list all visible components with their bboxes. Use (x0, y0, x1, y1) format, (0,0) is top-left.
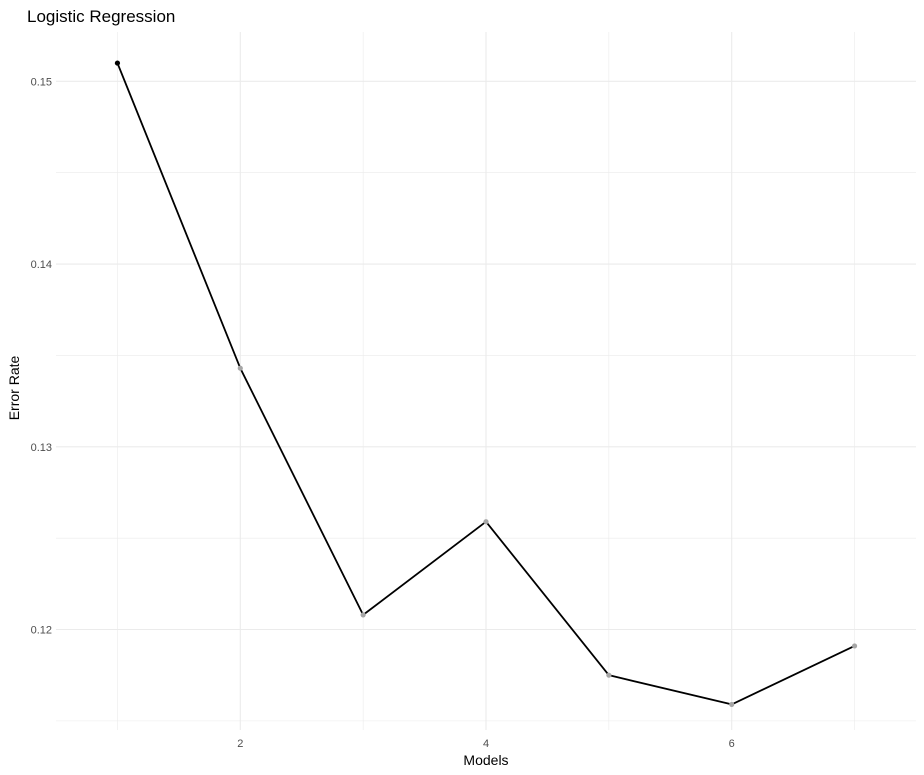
x-tick-label: 4 (483, 738, 489, 750)
data-point (729, 701, 735, 708)
y-tick-label: 0.14 (31, 259, 52, 271)
x-tick-label: 2 (237, 738, 243, 750)
data-point (114, 60, 121, 66)
chart-title: Logistic Regression (27, 7, 175, 26)
data-point (360, 612, 366, 618)
x-tick-label: 6 (729, 738, 735, 750)
data-point (483, 519, 489, 525)
y-tick-label: 0.15 (31, 76, 52, 88)
y-tick-label: 0.12 (31, 625, 52, 637)
y-tick-label: 0.13 (31, 442, 52, 454)
grid-major-lines (56, 32, 916, 730)
y-axis-title: Error Rate (6, 356, 22, 421)
data-point (851, 643, 858, 649)
data-point (606, 672, 612, 678)
data-point (237, 365, 243, 371)
points-layer (114, 60, 858, 708)
x-axis-title: Models (463, 752, 508, 768)
x-tick-labels: 2 4 6 (237, 738, 735, 750)
y-tick-labels: 0.12 0.13 0.14 0.15 (31, 76, 52, 636)
